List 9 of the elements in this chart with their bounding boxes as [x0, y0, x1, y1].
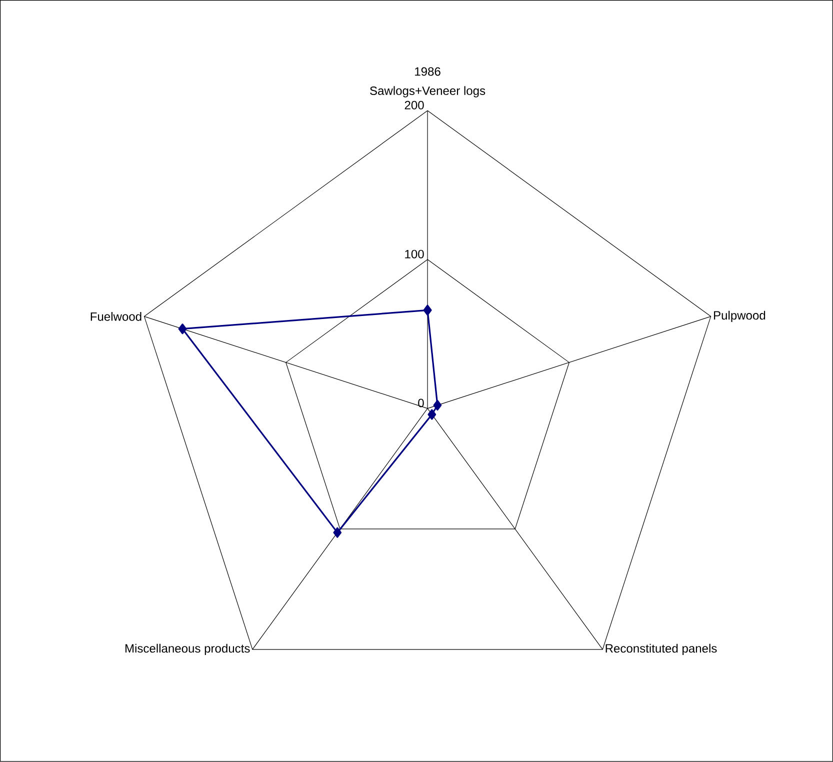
spoke-label: Miscellaneous products	[125, 644, 250, 656]
chart-title: 1986	[415, 67, 440, 76]
y-tick-label: 200	[404, 100, 424, 110]
y-tick-label: 0	[418, 398, 424, 408]
spoke-label: Fuelwood	[90, 312, 142, 321]
spoke-label: Reconstituted panels	[606, 644, 717, 656]
spoke-label: Pulpwood	[714, 310, 766, 322]
spoke-label: Sawlogs+Veneer logs	[370, 86, 486, 98]
y-tick-label: 100	[405, 250, 424, 258]
